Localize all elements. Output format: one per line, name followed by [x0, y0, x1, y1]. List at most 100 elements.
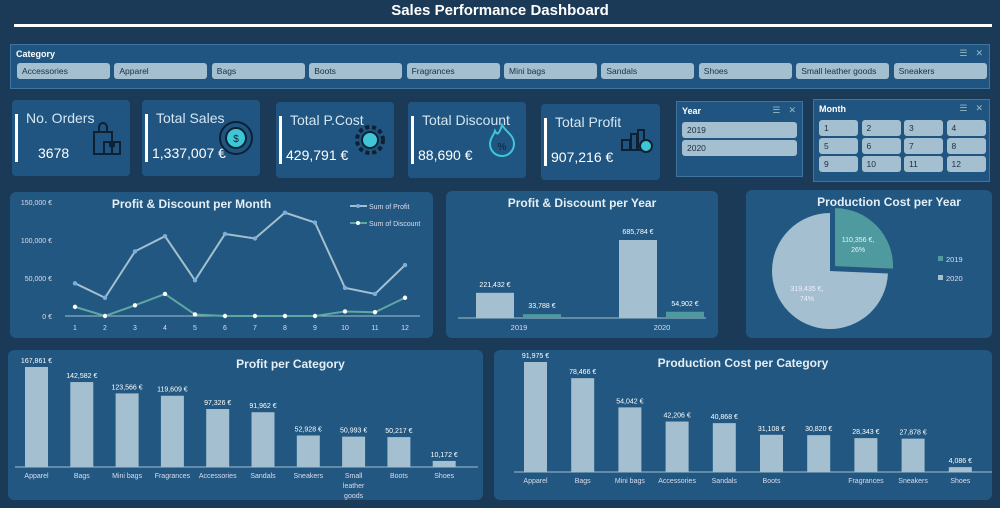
- category-option[interactable]: Apparel: [114, 63, 208, 79]
- data-point: [342, 309, 348, 314]
- month-option[interactable]: 5: [819, 138, 858, 154]
- x-tick-label: 5: [193, 325, 197, 332]
- data-label: 54,042 €: [616, 398, 643, 405]
- category-option[interactable]: Shoes: [698, 63, 792, 79]
- month-option[interactable]: 9: [819, 156, 858, 172]
- data-label: 119,609 €: [157, 387, 188, 394]
- data-label: 91,975 €: [522, 353, 549, 360]
- data-point: [282, 210, 288, 215]
- category-option[interactable]: Mini bags: [504, 63, 597, 79]
- category-option[interactable]: Sandals: [601, 63, 695, 79]
- series-line: [74, 211, 406, 300]
- x-tick-label: 10: [341, 325, 349, 332]
- page-title: Sales Performance Dashboard: [391, 2, 609, 19]
- x-tick-label: Accessories: [658, 478, 696, 485]
- month-option[interactable]: 1: [819, 120, 858, 136]
- bar: [854, 438, 878, 472]
- x-tick-label: Accessories: [199, 473, 237, 480]
- x-tick-label: Boots: [763, 478, 781, 485]
- production-cost-year-panel: Production Cost per Year 110,356 €, 26% 20…: [746, 190, 992, 338]
- data-label: 28,343 €: [852, 429, 879, 436]
- bar: [571, 378, 595, 472]
- data-point: [192, 312, 198, 317]
- multi-select-icon[interactable]: ☰: [959, 103, 968, 113]
- kpi-label: Total P.Cost: [290, 112, 364, 128]
- svg-text:%: %: [498, 142, 507, 153]
- data-point: [72, 304, 78, 310]
- month-option[interactable]: 7: [904, 138, 943, 154]
- data-point: [132, 303, 138, 308]
- month-option[interactable]: 4: [946, 120, 986, 136]
- profit-category-panel: Profit per Category 167,861 € Apparel 142,…: [8, 350, 483, 500]
- y-tick-label: 100,000 €: [21, 238, 52, 245]
- x-tick-label: Small: [345, 473, 363, 480]
- series-line: [74, 292, 406, 318]
- x-tick-label: Mini bags: [615, 478, 645, 485]
- multi-select-icon[interactable]: ☰: [959, 48, 968, 58]
- month-option[interactable]: 6: [861, 138, 901, 154]
- slice-percent: 74%: [800, 296, 814, 303]
- month-option[interactable]: 2: [861, 120, 901, 136]
- bar: [665, 421, 689, 472]
- category-option[interactable]: Bags: [211, 63, 305, 79]
- kpi-card: Total P.Cost 429,791 €: [276, 102, 394, 178]
- data-label: 4,086 €: [949, 458, 972, 465]
- bar: [901, 438, 925, 472]
- x-tick-label: Sneakers: [898, 478, 928, 485]
- x-tick-label: Bags: [74, 473, 90, 480]
- bar: [476, 292, 514, 318]
- category-option[interactable]: Boots: [309, 63, 403, 79]
- data-point: [282, 313, 288, 319]
- month-option[interactable]: 3: [904, 120, 943, 136]
- slice-label: 319,435 €,: [790, 286, 823, 293]
- clear-filter-icon[interactable]: ✕: [975, 103, 983, 113]
- kpi-accent-bar: [15, 114, 18, 162]
- data-point: [402, 295, 408, 300]
- legend-swatch: [938, 275, 943, 280]
- x-tick-label: 3: [133, 325, 137, 332]
- bar: [760, 434, 783, 472]
- data-point: [222, 313, 228, 319]
- data-label: 40,868 €: [711, 414, 738, 421]
- bar: [342, 436, 366, 467]
- profit-discount-year-panel: Profit & Discount per Year 221,432 € 33,7…: [446, 191, 718, 338]
- data-point: [402, 262, 408, 268]
- chart-title: Production Cost per Category: [657, 356, 829, 370]
- x-tick-label: 12: [401, 325, 409, 332]
- category-option[interactable]: Sneakers: [893, 63, 987, 79]
- slice-percent: 26%: [851, 247, 865, 254]
- category-option[interactable]: Fragrances: [406, 63, 500, 79]
- fire-percent-icon: %: [484, 122, 520, 158]
- data-point: [102, 295, 108, 300]
- production-cost-category-panel: Production Cost per Category 91,975 € App…: [494, 350, 992, 500]
- year-option[interactable]: 2019: [682, 122, 797, 138]
- year-option[interactable]: 2020: [682, 140, 797, 156]
- month-option[interactable]: 8: [946, 138, 986, 154]
- month-option[interactable]: 12: [946, 156, 986, 172]
- category-option[interactable]: Small leather goods: [796, 63, 890, 79]
- month-option[interactable]: 11: [904, 156, 943, 172]
- bar: [25, 367, 48, 467]
- data-point: [162, 234, 168, 239]
- data-point: [222, 231, 228, 237]
- clear-filter-icon[interactable]: ✕: [788, 105, 796, 115]
- multi-select-icon[interactable]: ☰: [772, 105, 781, 115]
- x-tick-label: Boots: [390, 473, 408, 480]
- x-tick-label: Apparel: [523, 478, 548, 485]
- category-option[interactable]: Accessories: [17, 63, 110, 79]
- month-option[interactable]: 10: [861, 156, 901, 172]
- kpi-label: Total Discount: [422, 112, 510, 128]
- x-tick-label: 7: [253, 325, 257, 332]
- bar: [296, 435, 320, 467]
- data-point: [252, 313, 258, 319]
- data-label: 52,928 €: [295, 426, 322, 433]
- growth-chart-icon: [618, 124, 654, 160]
- x-tick-label: Shoes: [950, 478, 970, 485]
- data-label: 10,172 €: [431, 452, 458, 459]
- bar: [251, 412, 275, 467]
- x-tick-label: 9: [313, 325, 317, 332]
- bar: [524, 362, 547, 472]
- data-label: 30,820 €: [805, 426, 832, 433]
- chart-title: Production Cost per Year: [817, 195, 961, 209]
- clear-filter-icon[interactable]: ✕: [975, 48, 983, 58]
